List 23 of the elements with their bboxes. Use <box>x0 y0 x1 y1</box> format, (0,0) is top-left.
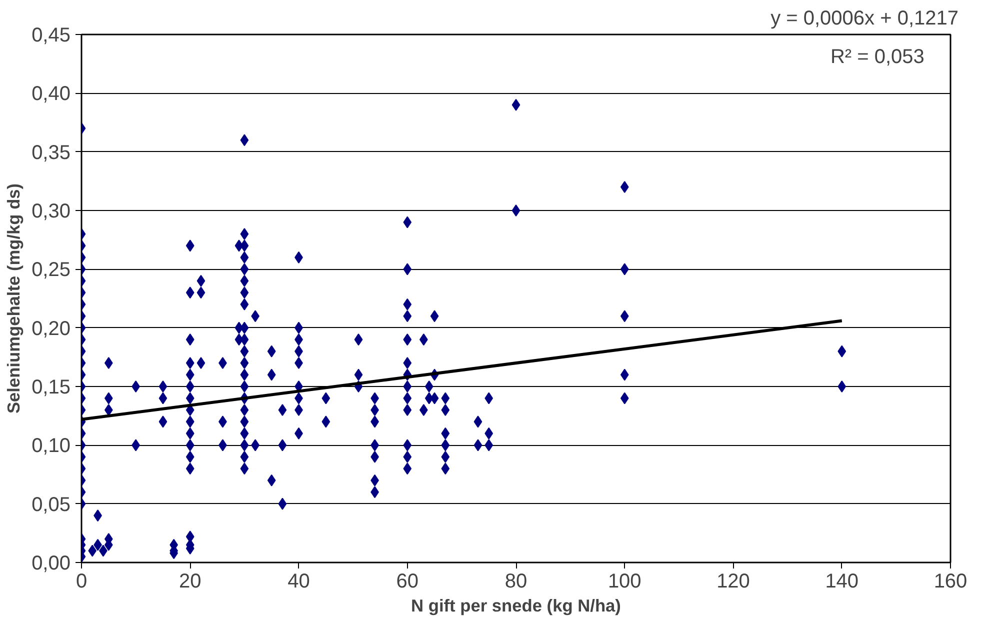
y-tick-label: 0,40 <box>32 83 71 106</box>
x-tick-label: 160 <box>934 570 968 592</box>
x-tick-label: 20 <box>179 570 202 592</box>
y-tick-label: 0,25 <box>32 259 71 282</box>
x-tick-label: 140 <box>825 570 859 592</box>
y-tick-label: 0,05 <box>32 494 71 516</box>
y-tick-label: 0,15 <box>32 376 71 398</box>
y-tick-label: 0,00 <box>32 552 71 574</box>
x-tick-label: 0 <box>76 570 88 592</box>
y-tick-label: 0,30 <box>32 200 71 222</box>
y-tick-label: 0,45 <box>32 24 71 46</box>
x-tick-label: 60 <box>396 570 418 592</box>
text: y = 0,0006x + 0,1217 <box>770 8 959 30</box>
x-axis-title: N gift per snede (kg N/ha) <box>411 596 621 616</box>
y-axis-title: Seleniumgehalte (mg/kg ds) <box>4 183 24 414</box>
x-tick-label: 40 <box>288 570 310 592</box>
y-tick-label: 0,10 <box>32 435 71 458</box>
x-tick-label: 100 <box>608 570 642 592</box>
y-tick-label: 0,20 <box>32 318 71 340</box>
annotation: R² = 0,053 <box>830 46 924 68</box>
x-tick-label: 80 <box>504 570 528 592</box>
x-tick-label: 120 <box>716 570 750 592</box>
y-tick-label: 0,35 <box>32 142 71 164</box>
